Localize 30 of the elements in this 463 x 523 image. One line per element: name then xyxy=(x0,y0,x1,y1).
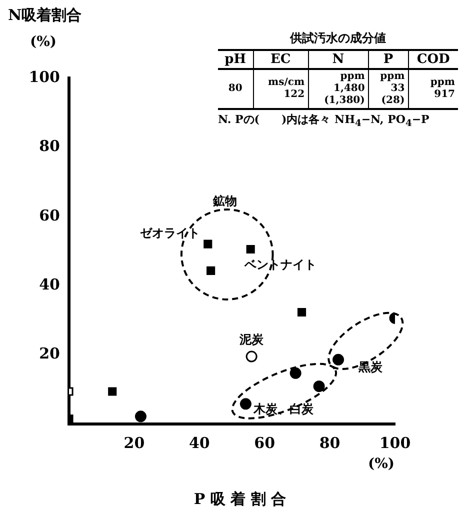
x-tick-label: 20 xyxy=(124,434,145,452)
text: N xyxy=(308,50,368,69)
text: COD xyxy=(408,50,458,69)
annotation: 80 xyxy=(227,82,244,96)
text: (%) xyxy=(368,456,395,472)
text: 供試汚水の成分値 xyxy=(288,30,387,47)
x-axis-title: P 吸 着 割 合 xyxy=(192,490,288,509)
annotation: ppm 33 (28) xyxy=(368,69,408,109)
text: ppm 917 xyxy=(408,69,458,109)
x-tick-label: 60 xyxy=(254,434,276,452)
y-axis-title: N吸着割合 xyxy=(8,6,82,25)
x-tick-label: 40 xyxy=(188,434,210,452)
annotation: ppm 1,480 (1,380) xyxy=(308,69,368,109)
x-tick-label: 100 xyxy=(379,434,411,452)
annotation: ベントナイト xyxy=(244,257,317,272)
y-tick-label: 40 xyxy=(39,275,60,294)
text: P xyxy=(368,50,408,69)
annotation: N. Pの( )内は各々 NH$_{4}$−N, PO$_{4}$−P xyxy=(218,112,430,130)
annotation: 泥炭 xyxy=(238,332,265,347)
y-tick-label: 60 xyxy=(39,206,60,224)
y-tick-label: 100 xyxy=(28,68,60,86)
x-tick-label: 80 xyxy=(319,434,340,452)
annotation: 鉱物 xyxy=(213,193,238,210)
y-tick-label: 20 xyxy=(39,344,60,363)
annotation: ms/cm 122 xyxy=(253,69,308,109)
text: (%) xyxy=(30,34,57,50)
text: pH xyxy=(218,50,254,69)
y-tick-label: 80 xyxy=(39,137,60,156)
text: EC xyxy=(253,50,308,69)
annotation: ゼオライト xyxy=(140,226,200,240)
